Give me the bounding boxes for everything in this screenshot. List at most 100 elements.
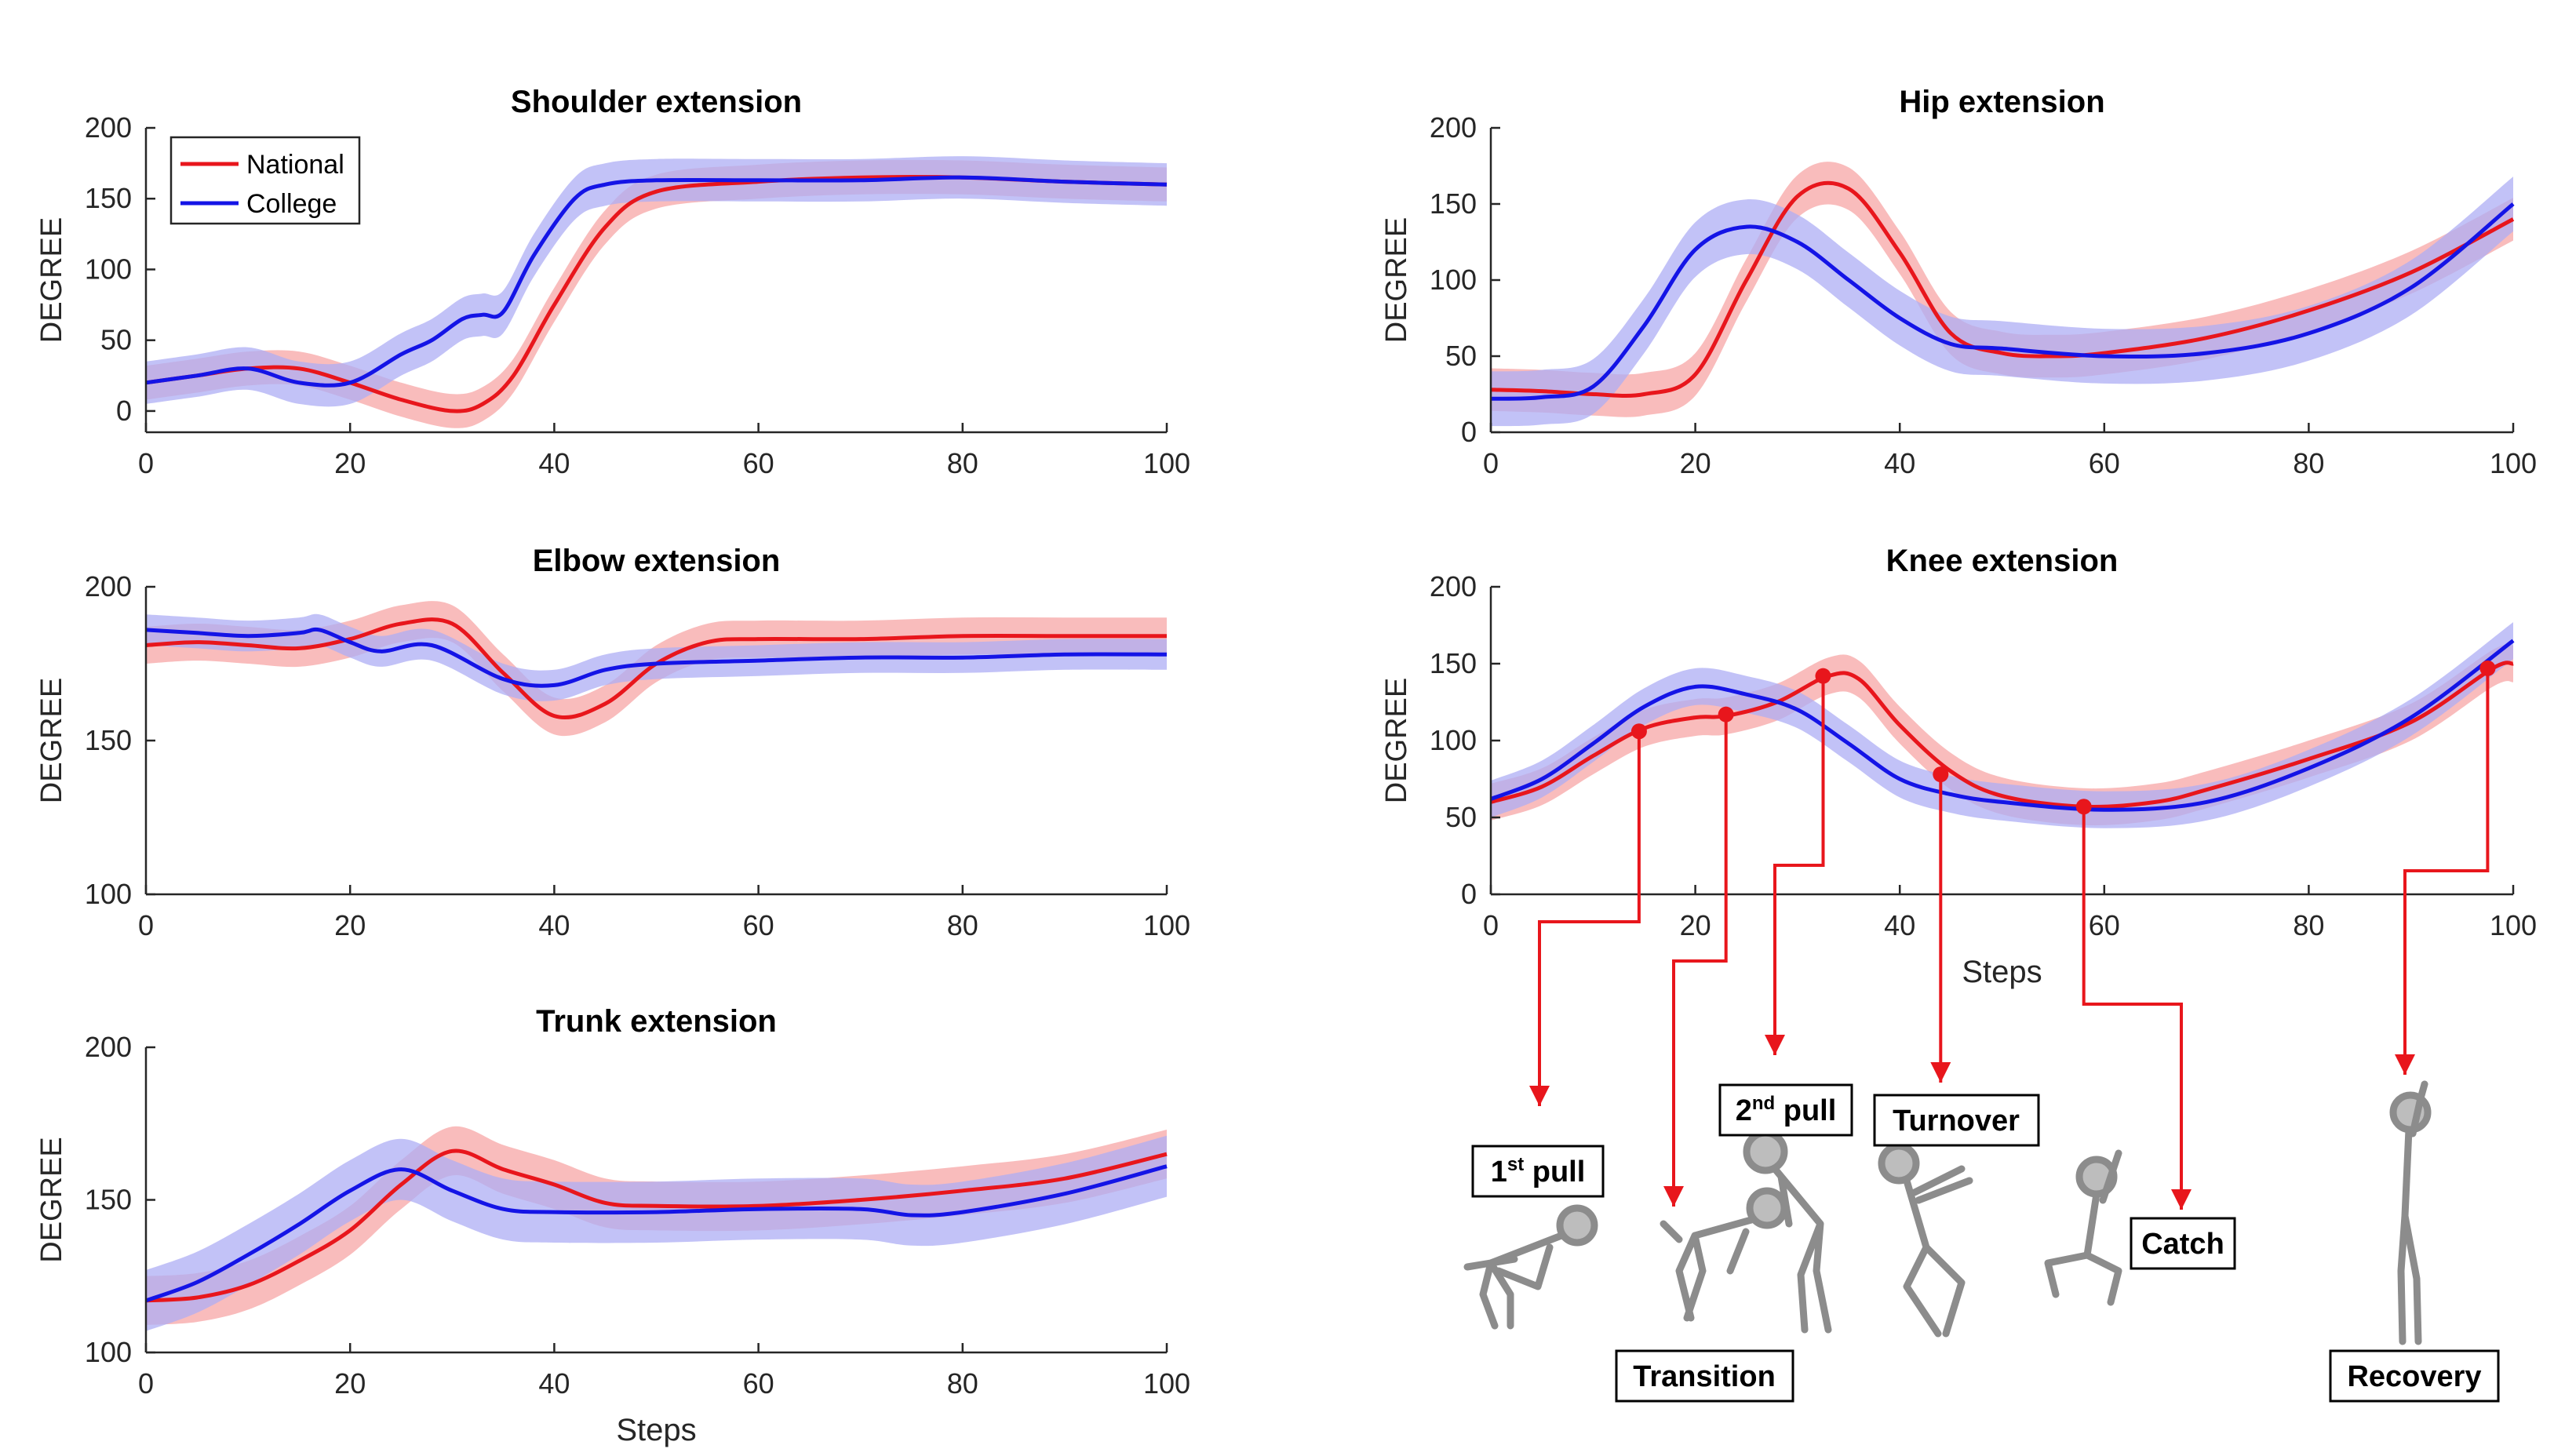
y-tick-label: 200: [1430, 111, 1477, 144]
x-tick-label: 40: [538, 447, 570, 479]
phase-arrowhead: [1765, 1035, 1785, 1055]
x-tick-label: 0: [1483, 909, 1499, 941]
skeleton-transition-icon: [1660, 1187, 1788, 1322]
phase-connector: [1672, 714, 1728, 1207]
y-tick-label: 150: [85, 724, 132, 756]
panel-elbow-extension: 0 20 40 60 80 100 100 150 200 Elbow extension DEGR…: [35, 544, 1190, 941]
x-tick-label: 80: [947, 1367, 978, 1400]
phase-marker-point: [2479, 660, 2496, 676]
legend-box: [169, 136, 361, 225]
phase-connector: [2403, 668, 2490, 1075]
x-tick-label: 100: [1143, 447, 1190, 479]
panel-shoulder-extension: 0 20 40 60 80 100 0 50 100 150 200 Shoulder extensi…: [35, 85, 1190, 479]
x-tick-label: 60: [2089, 447, 2120, 479]
y-tick-label: 200: [1430, 570, 1477, 602]
skeleton-first-pull-icon: [1463, 1204, 1598, 1330]
legend-entry-college: College: [246, 189, 337, 219]
y-tick-label: 0: [1461, 416, 1477, 448]
y-axis-label: DEGREE: [1380, 678, 1413, 803]
phase-label-turnover: Turnover: [1873, 1094, 2040, 1147]
x-tick-label: 40: [538, 909, 570, 941]
y-tick-label: 50: [1445, 801, 1477, 833]
skeleton-second-pull-icon: [1743, 1129, 1832, 1334]
svg-text:Transition: Transition: [1633, 1360, 1776, 1393]
svg-text:Recovery: Recovery: [2347, 1360, 2481, 1393]
x-tick-label: 0: [1483, 447, 1499, 479]
chart-title: Shoulder extension: [511, 85, 802, 119]
skeleton-catch-icon: [2044, 1149, 2122, 1306]
x-tick-label: 40: [1884, 909, 1915, 941]
phase-arrowhead: [1663, 1186, 1684, 1207]
x-tick-label: 60: [743, 1367, 774, 1400]
phase-label-transition: Transition: [1615, 1349, 1794, 1403]
y-tick-label: 50: [1445, 340, 1477, 372]
skeleton-figures: [1463, 1080, 2432, 1345]
x-tick-label: 80: [947, 909, 978, 941]
x-tick-label: 80: [2293, 909, 2324, 941]
series-line-national: [1490, 180, 2515, 398]
x-tick-label: 80: [947, 447, 978, 479]
phase-marker-point: [1933, 766, 1949, 783]
x-axis-label: Steps: [616, 1413, 696, 1447]
x-tick-label: 40: [538, 1367, 570, 1400]
series-line-college: [145, 175, 1168, 388]
panel-trunk-extension: 0 20 40 60 80 100 100 150 200 Trunk extension DEGR…: [35, 1004, 1190, 1447]
series-line-national: [1490, 661, 2514, 810]
y-tick-label: 100: [85, 878, 132, 910]
y-tick-label: 200: [85, 570, 132, 602]
phase-marker-point: [2075, 799, 2092, 815]
y-tick-label: 150: [85, 182, 132, 214]
x-tick-label: 0: [138, 447, 154, 479]
y-tick-label: 150: [1430, 647, 1477, 679]
band-college: [146, 613, 1167, 701]
x-tick-label: 20: [334, 909, 366, 941]
x-tick-label: 80: [2293, 447, 2324, 479]
phase-label-second-pull: 2nd pull: [1718, 1083, 1853, 1137]
x-tick-label: 40: [1884, 447, 1915, 479]
phase-connector: [1538, 731, 1641, 1106]
phase-label-catch: Catch: [2130, 1217, 2236, 1270]
phase-arrowhead: [1529, 1086, 1550, 1106]
band-college: [146, 156, 1167, 407]
phase-arrowhead: [1930, 1062, 1951, 1083]
y-tick-label: 100: [1430, 724, 1477, 756]
y-tick-label: 200: [85, 1031, 132, 1063]
series-line-college: [145, 627, 1168, 688]
phase-connector: [2082, 806, 2183, 1210]
panel-hip-extension: 0 20 40 60 80 100 0 50 100 150 200 Hip extension DEG…: [1380, 85, 2537, 479]
y-tick-label: 150: [1430, 187, 1477, 220]
x-tick-label: 20: [1680, 447, 1711, 479]
phase-marker-point: [1718, 706, 1734, 723]
phase-arrowhead: [2395, 1054, 2415, 1075]
phase-marker-point: [1815, 668, 1831, 684]
y-tick-label: 0: [116, 395, 132, 427]
phase-marker-point: [1630, 723, 1647, 740]
x-tick-label: 20: [334, 1367, 366, 1400]
x-tick-label: 100: [2490, 447, 2537, 479]
phase-label-first-pull: 1st pull: [1471, 1145, 1605, 1198]
y-tick-label: 100: [85, 253, 132, 285]
x-tick-label: 100: [1143, 909, 1190, 941]
x-tick-label: 100: [1143, 1367, 1190, 1400]
legend: National College: [169, 136, 361, 225]
x-tick-label: 20: [334, 447, 366, 479]
svg-text:Turnover: Turnover: [1893, 1105, 2020, 1138]
phase-arrowhead: [2171, 1189, 2192, 1210]
y-tick-label: 0: [1461, 878, 1477, 910]
x-tick-label: 100: [2490, 909, 2537, 941]
svg-text:1st pull: 1st pull: [1491, 1154, 1586, 1188]
phase-arrows: [1529, 660, 2496, 1210]
y-axis-label: DEGREE: [35, 1137, 68, 1262]
chart-title: Hip extension: [1899, 85, 2104, 119]
skeleton-recovery-icon: [2389, 1080, 2432, 1345]
y-tick-label: 200: [85, 111, 132, 144]
y-tick-label: 100: [1430, 264, 1477, 296]
y-tick-label: 150: [85, 1184, 132, 1216]
series-line-college: [145, 1164, 1168, 1303]
series-line-college: [1490, 639, 2515, 812]
svg-text:2nd pull: 2nd pull: [1736, 1093, 1837, 1127]
x-tick-label: 60: [2089, 909, 2120, 941]
x-tick-label: 0: [138, 909, 154, 941]
